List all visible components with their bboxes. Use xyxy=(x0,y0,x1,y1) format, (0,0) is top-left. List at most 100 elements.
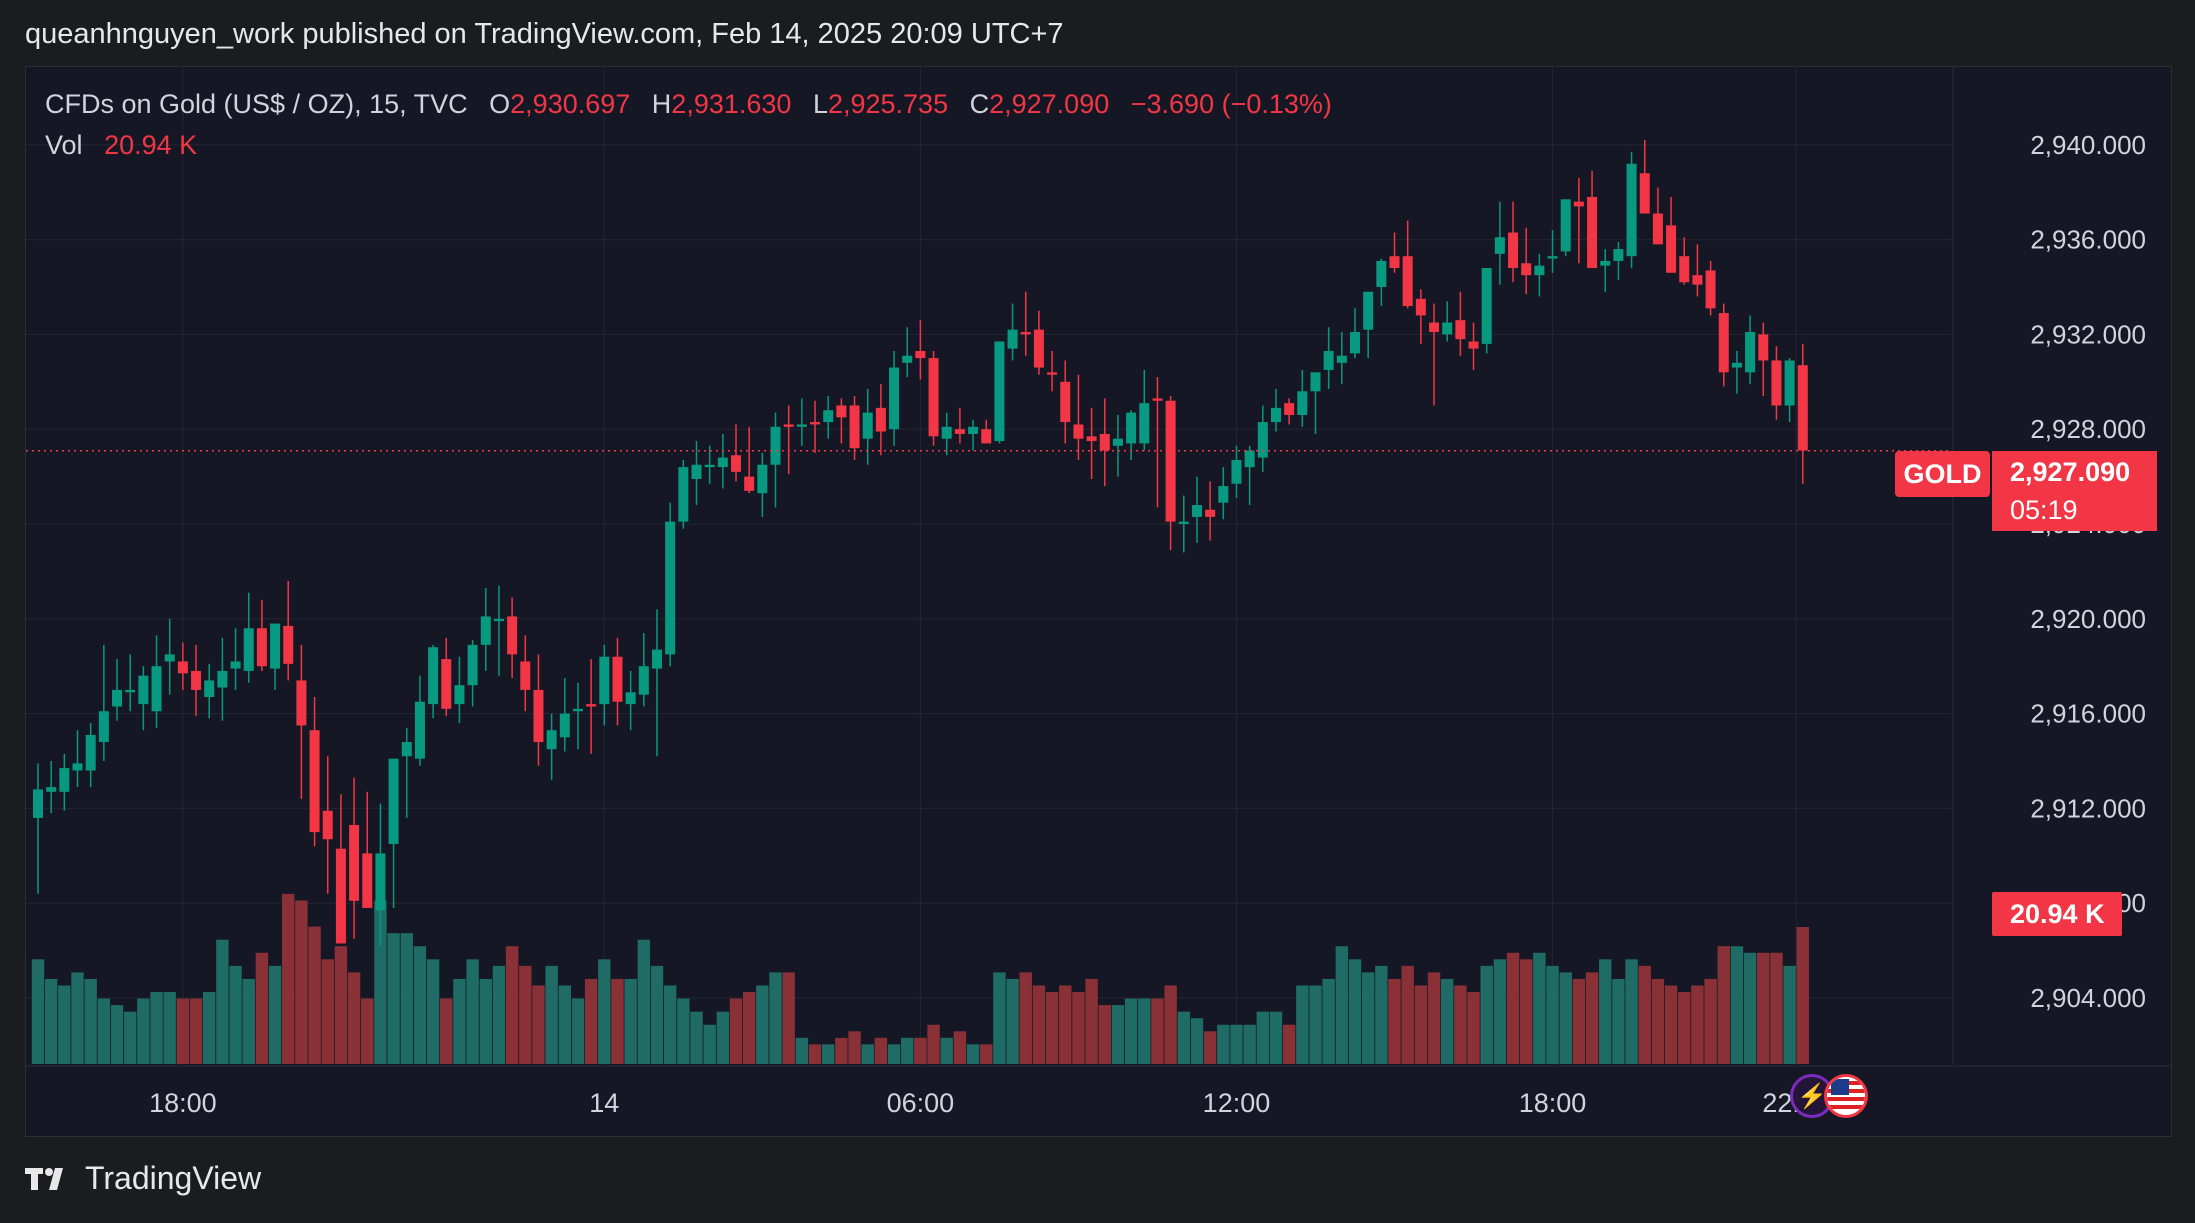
candle-body xyxy=(1639,173,1650,214)
candle-body xyxy=(665,521,676,655)
volume-bar xyxy=(492,965,506,1064)
volume-bar xyxy=(203,992,216,1064)
candle-body xyxy=(72,763,83,771)
volume-bar xyxy=(901,1037,914,1064)
candle-body xyxy=(1705,270,1716,309)
volume-bar xyxy=(611,978,624,1064)
candle-body xyxy=(349,824,360,901)
us-flag-icon[interactable] xyxy=(1824,1074,1868,1118)
volume-bar xyxy=(189,998,203,1064)
volume-label[interactable]: Vol xyxy=(45,130,83,160)
chart-area[interactable]: 2,904.0002,908.0002,912.0002,916.0002,92… xyxy=(25,66,2172,1137)
volume-bar xyxy=(1638,965,1651,1064)
volume-bar xyxy=(1335,946,1349,1064)
volume-bar xyxy=(84,978,97,1064)
volume-bar xyxy=(848,1031,861,1064)
volume-bar xyxy=(637,939,651,1064)
candle-body xyxy=(1310,372,1321,392)
candle-body xyxy=(757,464,768,494)
candle-body xyxy=(493,618,504,622)
volume-bar xyxy=(993,972,1006,1064)
candle-body xyxy=(678,467,689,522)
candle-body xyxy=(480,616,491,645)
volume-bar xyxy=(1322,978,1335,1064)
volume-bar xyxy=(677,998,690,1064)
candle-body xyxy=(1508,232,1519,269)
candle-body xyxy=(1086,436,1097,442)
candle-body xyxy=(572,708,583,712)
candlestick-chart[interactable]: 2,904.0002,908.0002,912.0002,916.0002,92… xyxy=(26,67,2171,1136)
volume-bar xyxy=(1124,998,1138,1064)
volume-bar xyxy=(756,985,769,1064)
candle-body xyxy=(1218,486,1229,503)
candle-body xyxy=(230,661,241,669)
candle-body xyxy=(612,656,623,702)
volume-bar xyxy=(413,946,427,1064)
candle-body xyxy=(441,659,452,709)
candle-body xyxy=(414,701,425,759)
volume-bar xyxy=(308,926,321,1064)
candle-body xyxy=(1731,362,1742,368)
volume-bar xyxy=(1559,972,1572,1064)
volume-bar xyxy=(1138,998,1151,1064)
y-tick-label: 2,936.000 xyxy=(2030,225,2146,255)
high-label: H xyxy=(651,89,672,119)
volume-bar xyxy=(822,1044,835,1064)
candle-body xyxy=(1534,265,1545,276)
last-price-value: 2,927.090 xyxy=(2010,457,2131,487)
volume-bar xyxy=(1625,959,1638,1064)
candle-body xyxy=(1455,320,1466,340)
candle-body xyxy=(968,426,979,434)
candle-body xyxy=(1442,322,1453,335)
candle-body xyxy=(1323,350,1334,370)
candle-body xyxy=(1336,355,1347,363)
symbol-title[interactable]: CFDs on Gold (US$ / OZ), 15, TVC xyxy=(45,89,468,119)
candle-body xyxy=(1679,256,1690,283)
candle-body xyxy=(731,455,742,472)
candle-body xyxy=(362,853,373,908)
volume-bar xyxy=(545,965,558,1064)
volume-bar xyxy=(624,978,637,1064)
candle-body xyxy=(1494,237,1505,254)
candle-body xyxy=(717,457,728,468)
volume-bar xyxy=(1506,952,1520,1064)
volume-bar xyxy=(835,1037,848,1064)
volume-bar xyxy=(1111,1005,1125,1064)
candle-body xyxy=(85,734,96,771)
candle-body xyxy=(428,647,439,705)
volume-bar xyxy=(1296,985,1309,1064)
volume-legend: Vol 20.94 K xyxy=(45,130,197,161)
candle-body xyxy=(1178,521,1189,524)
bar-countdown: 05:19 xyxy=(2010,495,2078,525)
candle-body xyxy=(1191,505,1202,517)
candle-body xyxy=(1231,460,1242,484)
candle-body xyxy=(902,355,913,363)
candle-body xyxy=(507,616,518,655)
candle-body xyxy=(256,628,267,667)
candle-body xyxy=(1060,381,1071,423)
volume-bar xyxy=(1546,965,1559,1064)
candle-body xyxy=(1613,249,1624,261)
volume-bar xyxy=(466,959,479,1064)
volume-bar xyxy=(1414,985,1428,1064)
candle-body xyxy=(520,661,531,690)
tradingview-logo-icon xyxy=(25,1167,63,1190)
volume-bar xyxy=(1059,985,1072,1064)
volume-bar xyxy=(1691,985,1704,1064)
low-value: 2,925.735 xyxy=(827,89,949,119)
volume-bar xyxy=(887,1044,901,1064)
candle-body xyxy=(1020,332,1031,335)
candle-body xyxy=(204,680,215,698)
high-value: 2,931.630 xyxy=(671,89,792,119)
candle-body xyxy=(151,666,162,712)
candle-body xyxy=(744,476,755,491)
volume-bar xyxy=(1651,978,1665,1064)
candle-body xyxy=(928,358,939,437)
lightning-event-icon[interactable]: ⚡ xyxy=(1790,1074,1834,1118)
y-tick-label: 2,920.000 xyxy=(2030,604,2146,634)
volume-bar xyxy=(71,972,84,1064)
tradingview-logo[interactable]: TradingView xyxy=(25,1160,261,1197)
candle-body xyxy=(638,666,649,695)
candle-body xyxy=(586,704,597,707)
volume-bar xyxy=(1375,965,1388,1064)
